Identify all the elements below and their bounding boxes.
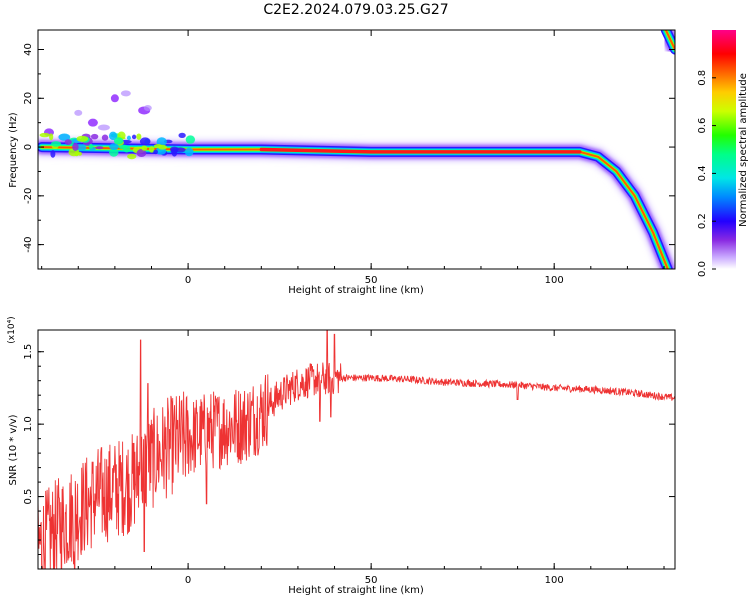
heatmap-x-tick-label: 0 (185, 275, 191, 286)
colorbar-tick-label: 0.8 (697, 70, 708, 86)
heatmap-noise-blob (122, 145, 131, 153)
heatmap-noise-blob (101, 134, 109, 141)
heatmap-ridge-layer (664, 30, 675, 51)
heatmap-noise-blob (50, 141, 62, 147)
heatmap-noise-blob (157, 144, 167, 150)
snr-y-multiplier: (x10⁴) (7, 316, 17, 343)
heatmap-ridge-layer (38, 137, 675, 269)
snr-y-tick-label: 0.5 (23, 489, 34, 505)
snr-ylabel: SNR (10 * v/v) (8, 414, 19, 485)
heatmap-noise-blob (64, 139, 72, 146)
heatmap-noise-blob (39, 132, 50, 138)
colorbar-tick-label: 0.2 (697, 213, 708, 229)
heatmap-noise-blob (120, 90, 131, 97)
colorbar: 0.0 0.2 0.4 0.6 0.8 Normalized spectral ampl… (697, 30, 749, 277)
heatmap-noise-blob (76, 135, 89, 142)
heatmap-noise-blob (113, 137, 124, 145)
heatmap-noise-blob (90, 133, 99, 140)
heatmap-noise-blob (136, 149, 147, 158)
heatmap-noise-blob (126, 135, 131, 141)
heatmap-y-tick-label: -20 (23, 188, 34, 204)
snr-y-tick-label: 1.5 (23, 344, 34, 360)
heatmap-noise-blob (184, 147, 194, 157)
heatmap-noise-blob (141, 145, 148, 151)
heatmap-frame (37, 29, 676, 270)
heatmap-ylabel: Frequency (Hz) (8, 112, 19, 188)
heatmap-y-tick-label: 20 (23, 92, 34, 105)
heatmap-noise-blob (156, 137, 167, 147)
heatmap-noise-blob (153, 149, 158, 155)
heatmap-ridge-layer (38, 143, 672, 269)
heatmap-y-tick-label: 40 (23, 43, 34, 56)
heatmap-noise-blob (136, 133, 142, 140)
heatmap-noise-blob (74, 151, 79, 157)
heatmap-panel: 0 50 100 40 20 0 -20 -40 Height of straight lin… (8, 29, 676, 296)
heatmap-noise-blob (109, 143, 119, 151)
heatmap-noise-blob (50, 150, 56, 158)
heatmap-noise-blob (109, 148, 119, 157)
heatmap-noise-blob (108, 131, 118, 141)
heatmap-noise-blob (97, 124, 110, 131)
heatmap-noise-blob (58, 133, 71, 141)
heatmap-x-tick-label: 100 (545, 275, 564, 286)
snr-x-tick-label: 50 (365, 575, 378, 586)
heatmap-content (38, 30, 675, 269)
figure-title: C2E2.2024.079.03.25.G27 (263, 2, 448, 18)
heatmap-ridge-layer (40, 146, 669, 269)
heatmap-xlabel: Height of straight line (km) (288, 285, 424, 296)
heatmap-noise-blob (171, 148, 178, 157)
heatmap-noise-blob (95, 146, 104, 150)
heatmap-y-tick-label: -40 (23, 236, 34, 252)
snr-xlabel: Height of straight line (km) (288, 585, 424, 596)
heatmap-noise-blob (74, 109, 83, 116)
colorbar-ticks: 0.0 0.2 0.4 0.6 0.8 (697, 70, 716, 277)
heatmap-x-tick-label: 50 (365, 275, 378, 286)
heatmap-noise-blob (49, 133, 54, 141)
heatmap-noise-blob (127, 153, 137, 160)
colorbar-gradient (712, 30, 736, 269)
heatmap-noise-blob (77, 151, 82, 156)
heatmap-noise-blob (72, 142, 79, 151)
heatmap-ridge-peak (259, 147, 582, 154)
heatmap-noise-blob (185, 135, 196, 144)
heatmap-axes: 0 50 100 40 20 0 -20 -40 (23, 30, 675, 286)
colorbar-tick-label: 0.0 (697, 261, 708, 277)
colorbar-label: Normalized spectral amplitude (738, 73, 749, 227)
snr-panel: 0 50 100 0.5 1.0 1.5 Height of straight line … (7, 316, 676, 596)
heatmap-y-tick-label: 0 (23, 144, 34, 150)
snr-x-tick-label: 100 (545, 575, 564, 586)
heatmap-ridge-layer (38, 142, 673, 269)
heatmap-ridge-layer (39, 144, 671, 269)
heatmap-noise-blob (148, 146, 155, 153)
heatmap-ridge-layer (40, 145, 670, 269)
snr-series-line (38, 330, 675, 569)
heatmap-noise-blob (110, 94, 119, 103)
heatmap-noise-blob (87, 118, 98, 127)
heatmap-noise-blob (139, 137, 151, 146)
heatmap-noise-blob (178, 132, 186, 139)
colorbar-tick-label: 0.4 (697, 165, 708, 181)
colorbar-tick-label: 0.6 (697, 118, 708, 134)
snr-x-tick-label: 0 (185, 575, 191, 586)
heatmap-noise-blob (88, 143, 94, 149)
heatmap-noise-blob (131, 134, 137, 140)
heatmap-ridge-layer (38, 140, 675, 269)
heatmap-noise-blob (143, 105, 152, 112)
snr-y-tick-label: 1.0 (23, 416, 34, 432)
snr-axes: 0 50 100 0.5 1.0 1.5 (23, 330, 675, 586)
snr-frame (37, 329, 676, 570)
